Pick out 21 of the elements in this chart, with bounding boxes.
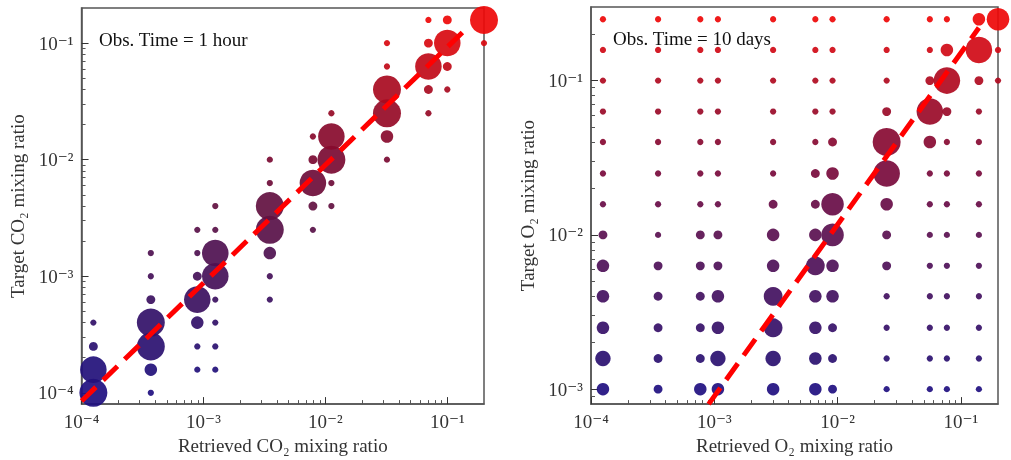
x-tick-label: 10⁻² [308,411,344,433]
x-tick-label: 10⁻⁴ [63,411,100,433]
x-tick-label: 10⁻¹ [429,411,465,433]
x-tick-label: 10⁻¹ [943,411,979,433]
x-tick-label: 10⁻³ [186,411,222,433]
y-tick-label: 10⁻⁴ [37,382,74,404]
x-axis-title: Retrieved CO₂ mixing ratio [177,435,388,456]
y-axis-title: Target O₂ mixing ratio [517,119,539,292]
y-tick-label: 10⁻² [548,224,584,246]
y-tick-label: 10⁻¹ [38,32,74,54]
x-tick-label: 10⁻² [820,411,856,433]
x-tick-label: 10⁻³ [696,411,732,433]
x-axis-title: Retrieved O₂ mixing ratio [695,435,894,456]
y-axis-title: Target CO₂ mixing ratio [7,114,28,298]
y-tick-label: 10⁻² [38,149,74,171]
y-tick-label: 10⁻³ [38,265,74,287]
annotation: Obs. Time = 1 hour [99,29,249,50]
x-tick-label: 10⁻⁴ [573,411,610,433]
y-tick-label: 10⁻³ [548,378,584,400]
annotation: Obs. Time = 10 days [613,28,771,49]
y-tick-label: 10⁻¹ [548,70,584,92]
